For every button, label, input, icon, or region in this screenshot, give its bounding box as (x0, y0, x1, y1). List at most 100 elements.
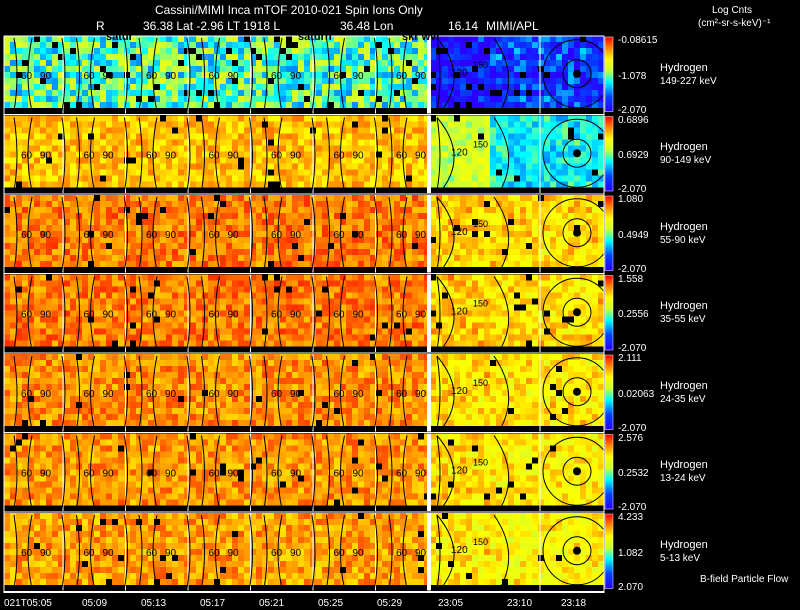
time-tick-label: 021T05:05 (4, 597, 52, 610)
colorbar-max-label: -0.08615 (618, 34, 657, 47)
colorbar-1 (605, 117, 613, 192)
contour-label: 60 (84, 71, 96, 82)
contour-label: 60 (334, 230, 346, 241)
colorbar-max-label: 1.558 (618, 273, 643, 286)
contour-label: 60 (334, 150, 346, 161)
contour-label: 60 (84, 309, 96, 320)
data-gap-separator (427, 116, 431, 194)
energy-range-label: 149-227 keV (660, 75, 717, 88)
contour-label: 90 (228, 150, 240, 161)
ephemeris-r-label: R (96, 19, 105, 33)
contour-label: 120 (451, 68, 468, 79)
contour-label: 90 (228, 389, 240, 400)
contour-label: 90 (40, 309, 52, 320)
contour-label: 150 (473, 457, 488, 467)
energy-range-label: 13-24 keV (660, 472, 706, 485)
units-label-line2: (cm²-sr-s-keV)⁻¹ (698, 18, 770, 29)
contour-label: 60 (334, 71, 346, 82)
colorbar-mid-label: 0.4949 (618, 229, 649, 242)
contour-label: 120 (451, 147, 468, 158)
bfield-direction-marker (573, 547, 581, 555)
contour-label: 90 (165, 309, 177, 320)
energy-range-label: 5-13 keV (660, 552, 700, 565)
colorbar-5 (605, 435, 613, 510)
contour-label: 90 (415, 150, 427, 161)
contour-label: 60 (396, 230, 408, 241)
colorbar-mid-label: 0.2532 (618, 467, 649, 480)
saturn-marker-label-2: saturn (298, 31, 332, 44)
species-label: Hydrogen (660, 221, 708, 234)
contour-label: 90 (165, 71, 177, 82)
contour-label: 60 (396, 468, 408, 479)
contour-label: 60 (271, 468, 283, 479)
data-gap-separator (427, 195, 431, 273)
contour-label: 90 (165, 150, 177, 161)
time-tick-label: 23:10 (507, 597, 532, 610)
contour-label: 90 (353, 468, 365, 479)
species-label: Hydrogen (660, 380, 708, 393)
contour-label: 90 (40, 71, 52, 82)
data-gap-separator (427, 36, 431, 114)
contour-label: 60 (396, 389, 408, 400)
energy-range-label: 90-149 keV (660, 154, 711, 167)
contour-label: 90 (290, 548, 302, 559)
contour-label: 60 (146, 71, 158, 82)
contour-label: 60 (209, 71, 221, 82)
contour-label: 60 (146, 309, 158, 320)
contour-label: 90 (290, 389, 302, 400)
contour-label: 90 (103, 548, 115, 559)
contour-label: 60 (334, 468, 346, 479)
contour-label: 60 (271, 548, 283, 559)
contour-label: 60 (209, 468, 221, 479)
contour-label: 60 (209, 150, 221, 161)
contour-label: 90 (353, 230, 365, 241)
contour-label: 60 (271, 230, 283, 241)
bfield-direction-marker (573, 149, 581, 157)
contour-label: 60 (84, 389, 96, 400)
contour-label: 90 (165, 548, 177, 559)
colorbar-max-label: 0.6896 (618, 114, 649, 127)
contour-label: 120 (451, 386, 468, 397)
institution-label: MIMI/APL (486, 19, 539, 33)
contour-label: 90 (290, 468, 302, 479)
contour-label: 120 (451, 465, 468, 476)
contour-label: 60 (146, 230, 158, 241)
contour-label: 90 (353, 71, 365, 82)
contour-label: 60 (21, 150, 33, 161)
contour-label: 150 (473, 537, 488, 547)
time-tick-label: 05:17 (200, 597, 225, 610)
species-label: Hydrogen (660, 539, 708, 552)
contour-label: 90 (228, 230, 240, 241)
contour-label: 90 (228, 548, 240, 559)
data-gap-separator (427, 513, 431, 591)
contour-label: 120 (451, 306, 468, 317)
bfield-direction-marker (573, 308, 581, 316)
time-tick-label: 05:09 (82, 597, 107, 610)
contour-label: 90 (165, 389, 177, 400)
contour-label: 150 (473, 139, 488, 149)
contour-label: 90 (353, 389, 365, 400)
contour-label: 60 (271, 71, 283, 82)
data-gap-separator (427, 434, 431, 512)
contour-label: 60 (84, 548, 96, 559)
bfield-direction-marker (573, 70, 581, 78)
contour-label: 90 (165, 230, 177, 241)
contour-label: 90 (415, 389, 427, 400)
contour-label: 90 (415, 548, 427, 559)
contour-label: 90 (40, 468, 52, 479)
species-label: Hydrogen (660, 62, 708, 75)
colorbar-max-label: 4.233 (618, 511, 643, 524)
contour-label: 60 (146, 389, 158, 400)
colorbar-4 (605, 355, 613, 430)
contour-label: 60 (209, 389, 221, 400)
contour-label: 90 (165, 468, 177, 479)
bfield-legend: B-field Particle Flow (700, 573, 788, 586)
contour-label: 90 (40, 150, 52, 161)
contour-label: 120 (451, 227, 468, 238)
energy-range-label: 24-35 keV (660, 393, 706, 406)
contour-label: 60 (146, 548, 158, 559)
species-label: Hydrogen (660, 459, 708, 472)
contour-label: 60 (271, 309, 283, 320)
contour-label: 60 (21, 71, 33, 82)
time-tick-label: 05:25 (318, 597, 343, 610)
